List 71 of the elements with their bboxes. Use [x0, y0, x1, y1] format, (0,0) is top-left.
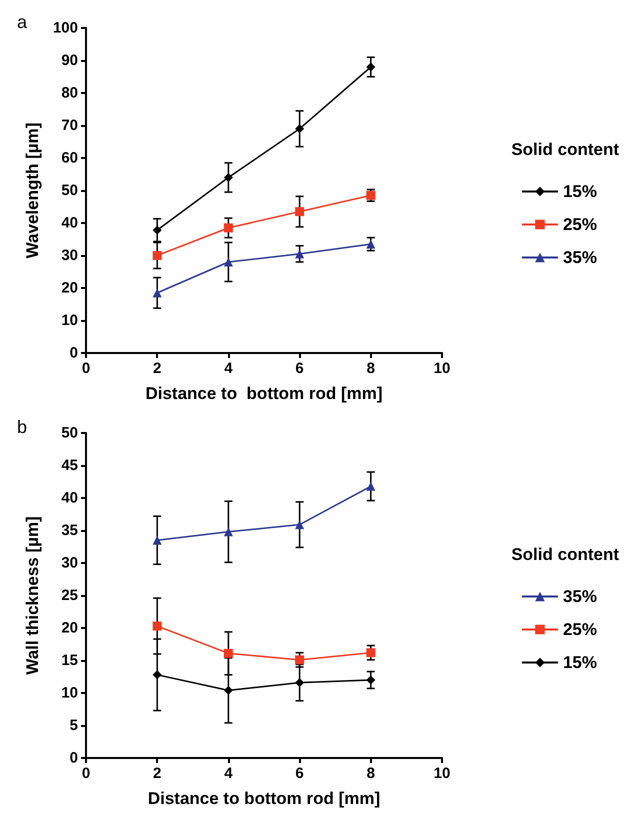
point	[366, 648, 376, 658]
y-tick-label: 15	[61, 652, 78, 669]
point	[152, 622, 162, 631]
x-tick-label: 0	[82, 765, 90, 782]
y-tick-label: 40	[61, 490, 78, 506]
point	[152, 670, 162, 680]
legend-label: 35%	[562, 248, 598, 267]
legend-label: 15%	[562, 182, 598, 201]
point	[224, 648, 233, 658]
point	[224, 686, 233, 695]
x-tick-label: 0	[82, 360, 90, 377]
y-tick-label: 20	[61, 280, 78, 296]
y-tick-label: 30	[61, 554, 78, 572]
x-tick-label: 2	[153, 765, 162, 782]
y-tick-label: 50	[61, 182, 78, 199]
legend-title: Solid content	[511, 545, 620, 564]
point	[295, 207, 304, 216]
y-tick-label: 0	[70, 750, 78, 766]
point	[152, 226, 162, 235]
x-tick-label: 10	[434, 765, 450, 782]
point	[366, 676, 376, 684]
legend-label: 15%	[562, 653, 598, 672]
chart-title: b	[17, 417, 28, 437]
point	[366, 240, 376, 249]
y-tick-label: 20	[61, 620, 78, 636]
point	[295, 249, 304, 258]
x-tick-label: 4	[224, 360, 234, 377]
y-axis-title: Wavelength [µm]	[23, 122, 42, 258]
point	[295, 124, 304, 134]
point	[224, 223, 233, 232]
y-tick-label: 5	[70, 717, 78, 734]
x-tick-label: 10	[434, 360, 450, 377]
x-tick-label: 8	[366, 765, 375, 782]
point	[152, 288, 162, 298]
x-tick-label: 6	[295, 765, 304, 782]
x-axis-title: Distance to bottom rod [mm]	[148, 789, 380, 808]
point	[295, 678, 304, 688]
y-tick-label: 50	[61, 424, 78, 442]
y-tick-label: 10	[61, 312, 78, 329]
point	[366, 482, 376, 491]
x-tick-label: 8	[366, 360, 375, 377]
x-tick-label: 6	[295, 360, 304, 377]
legend-label: 35%	[562, 587, 598, 606]
y-tick-label: 0	[70, 344, 78, 362]
chart-title: a	[17, 12, 28, 32]
x-tick-label: 2	[153, 360, 162, 377]
point	[224, 173, 233, 182]
y-tick-label: 80	[61, 84, 78, 102]
y-tick-label: 30	[61, 247, 78, 264]
point	[224, 527, 233, 536]
point	[152, 536, 162, 545]
point	[152, 251, 162, 260]
y-tick-label: 35	[61, 522, 78, 539]
y-tick-label: 70	[61, 117, 78, 134]
y-tick-label: 60	[61, 150, 78, 166]
legend-title: Solid content	[511, 140, 620, 159]
y-tick-label: 45	[61, 457, 78, 474]
point	[295, 520, 304, 530]
x-tick-label: 4	[224, 765, 234, 782]
y-tick-label: 25	[61, 587, 78, 604]
y-tick-label: 90	[61, 52, 78, 69]
y-axis-title: Wall thickness [µm]	[23, 516, 42, 675]
legend-label: 25%	[562, 215, 598, 234]
point	[366, 62, 376, 72]
point	[295, 655, 304, 664]
y-tick-label: 100	[52, 20, 78, 36]
x-axis-title: Distance to bottom rod [mm]	[145, 384, 383, 403]
legend-label: 25%	[562, 620, 598, 639]
y-tick-label: 40	[61, 214, 78, 232]
y-tick-label: 10	[61, 684, 78, 702]
point	[224, 258, 233, 266]
